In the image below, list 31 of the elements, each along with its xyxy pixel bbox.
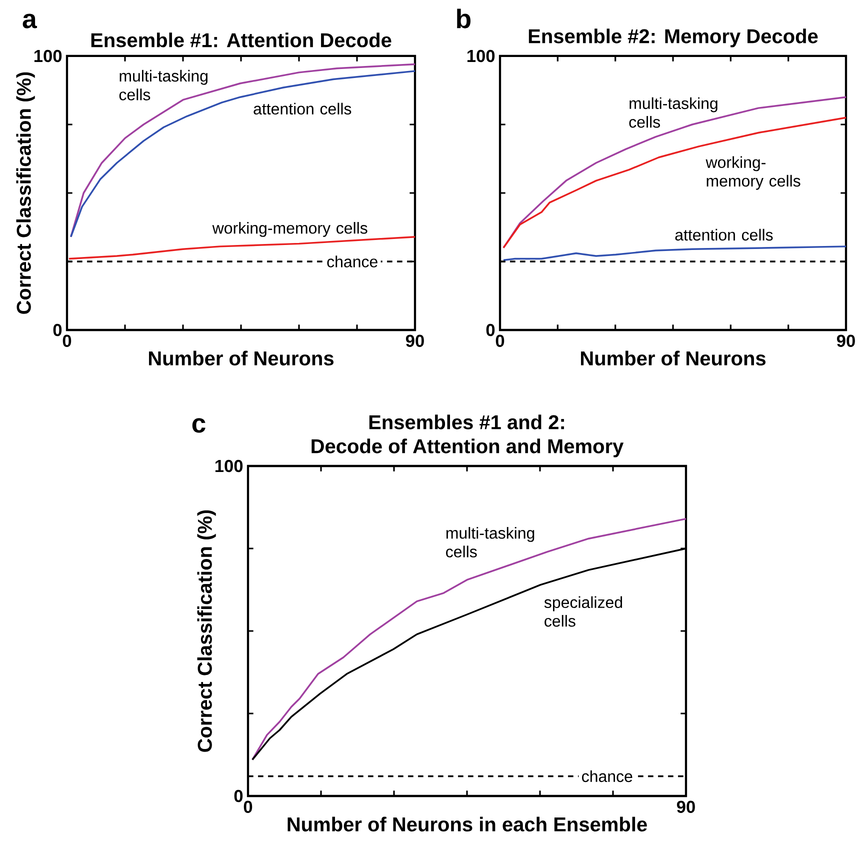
- annotation: specialized cells: [544, 596, 622, 627]
- annotation: working-memory cells: [706, 156, 800, 190]
- x-tick-label: 90: [676, 800, 695, 813]
- annotation: attention cells: [254, 102, 352, 115]
- ref-line-label: chance: [327, 256, 378, 268]
- y-tick-label: 100: [34, 50, 62, 62]
- annotation: multi-tasking cells: [629, 97, 718, 128]
- y-axis-title: Correct Classification (%): [197, 510, 216, 752]
- annotation: multi-tasking cells: [446, 527, 534, 558]
- text: c: [192, 418, 206, 433]
- y-tick-label: 100: [215, 460, 243, 472]
- annotation: working-memory cells: [212, 222, 368, 237]
- x-tick-label: 0: [496, 334, 504, 347]
- ref-line-label: chance: [582, 770, 632, 782]
- annotation: multi-tasking cells: [119, 70, 208, 100]
- x-tick-label: 0: [62, 334, 72, 347]
- text: a: [22, 14, 38, 28]
- x-tick-label: 90: [836, 334, 855, 347]
- text: b: [457, 8, 470, 28]
- chart-title: Ensemble #1: Attention Decode: [91, 32, 392, 48]
- x-axis-title: Number of Neurons: [149, 350, 334, 366]
- x-tick-label: 90: [406, 334, 424, 347]
- line-series: [502, 246, 847, 261]
- x-axis-title: Number of Neurons: [581, 350, 766, 366]
- y-tick-label: 100: [467, 50, 495, 62]
- annotation: attention cells: [675, 228, 773, 241]
- x-axis-title: Number of Neurons in each Ensemble: [288, 816, 647, 832]
- chart-title: Ensemble #2: Memory Decode: [528, 28, 818, 48]
- y-axis-title: Correct Classification (%): [16, 72, 35, 314]
- chart-title: Ensembles #1 and 2:: [369, 414, 564, 430]
- chart-subtitle: Decode of Attention and Memory: [312, 438, 624, 458]
